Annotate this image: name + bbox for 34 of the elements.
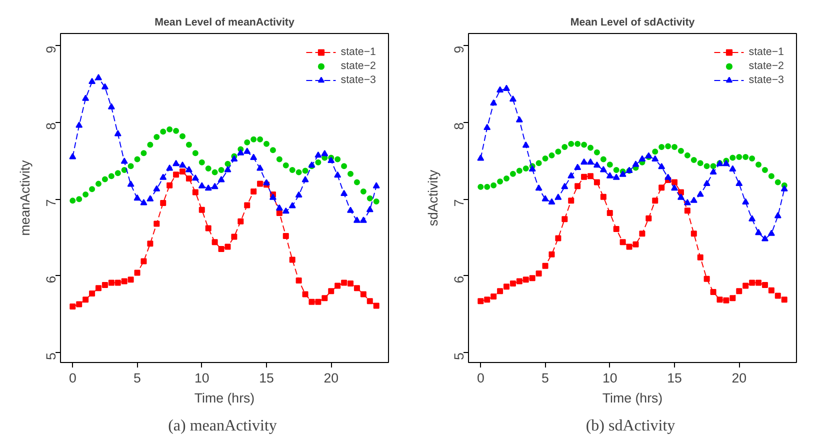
y-tick-label: 6 bbox=[44, 276, 58, 284]
x-tick-label: 20 bbox=[324, 370, 339, 386]
y-tick-label: 8 bbox=[44, 122, 58, 130]
x-tick-label: 15 bbox=[667, 370, 682, 386]
x-tick-label: 10 bbox=[194, 370, 210, 386]
x-tick-label: 5 bbox=[134, 370, 141, 386]
y-tick-label: 6 bbox=[452, 276, 466, 284]
text: (b) sdActivity bbox=[586, 418, 676, 434]
y-axis-title: sdActivity bbox=[426, 170, 440, 226]
legend-label: state−3 bbox=[748, 73, 784, 87]
y-tick-label: 5 bbox=[452, 352, 466, 360]
x-tick-label: 10 bbox=[602, 370, 618, 386]
y-tick-label: 9 bbox=[452, 46, 466, 54]
x-tick-label: 20 bbox=[732, 370, 747, 386]
y-tick-label: 7 bbox=[452, 199, 466, 207]
x-tick-label: 0 bbox=[476, 370, 484, 386]
x-axis-title: Time (hrs) bbox=[194, 390, 255, 406]
legend-label: state−2 bbox=[748, 59, 784, 73]
y-tick-label: 7 bbox=[44, 199, 58, 207]
y-tick-label: 8 bbox=[452, 122, 466, 130]
x-tick-label: 0 bbox=[68, 370, 76, 386]
y-tick-label: 9 bbox=[44, 46, 58, 54]
legend-label: state−1 bbox=[748, 45, 784, 59]
y-axis-title: meanActivity bbox=[18, 160, 32, 236]
chart-title: Mean Level of meanActivity bbox=[154, 16, 294, 28]
x-tick-label: 5 bbox=[542, 370, 549, 386]
legend-label: state−2 bbox=[340, 59, 376, 73]
y-tick-label: 5 bbox=[44, 352, 58, 360]
x-tick-label: 15 bbox=[259, 370, 274, 386]
text: (a) meanActivity bbox=[168, 418, 277, 434]
chart-title: Mean Level of sdActivity bbox=[570, 16, 695, 28]
x-axis-title: Time (hrs) bbox=[602, 390, 663, 406]
legend-label: state−3 bbox=[340, 73, 376, 87]
legend-label: state−1 bbox=[340, 45, 376, 59]
